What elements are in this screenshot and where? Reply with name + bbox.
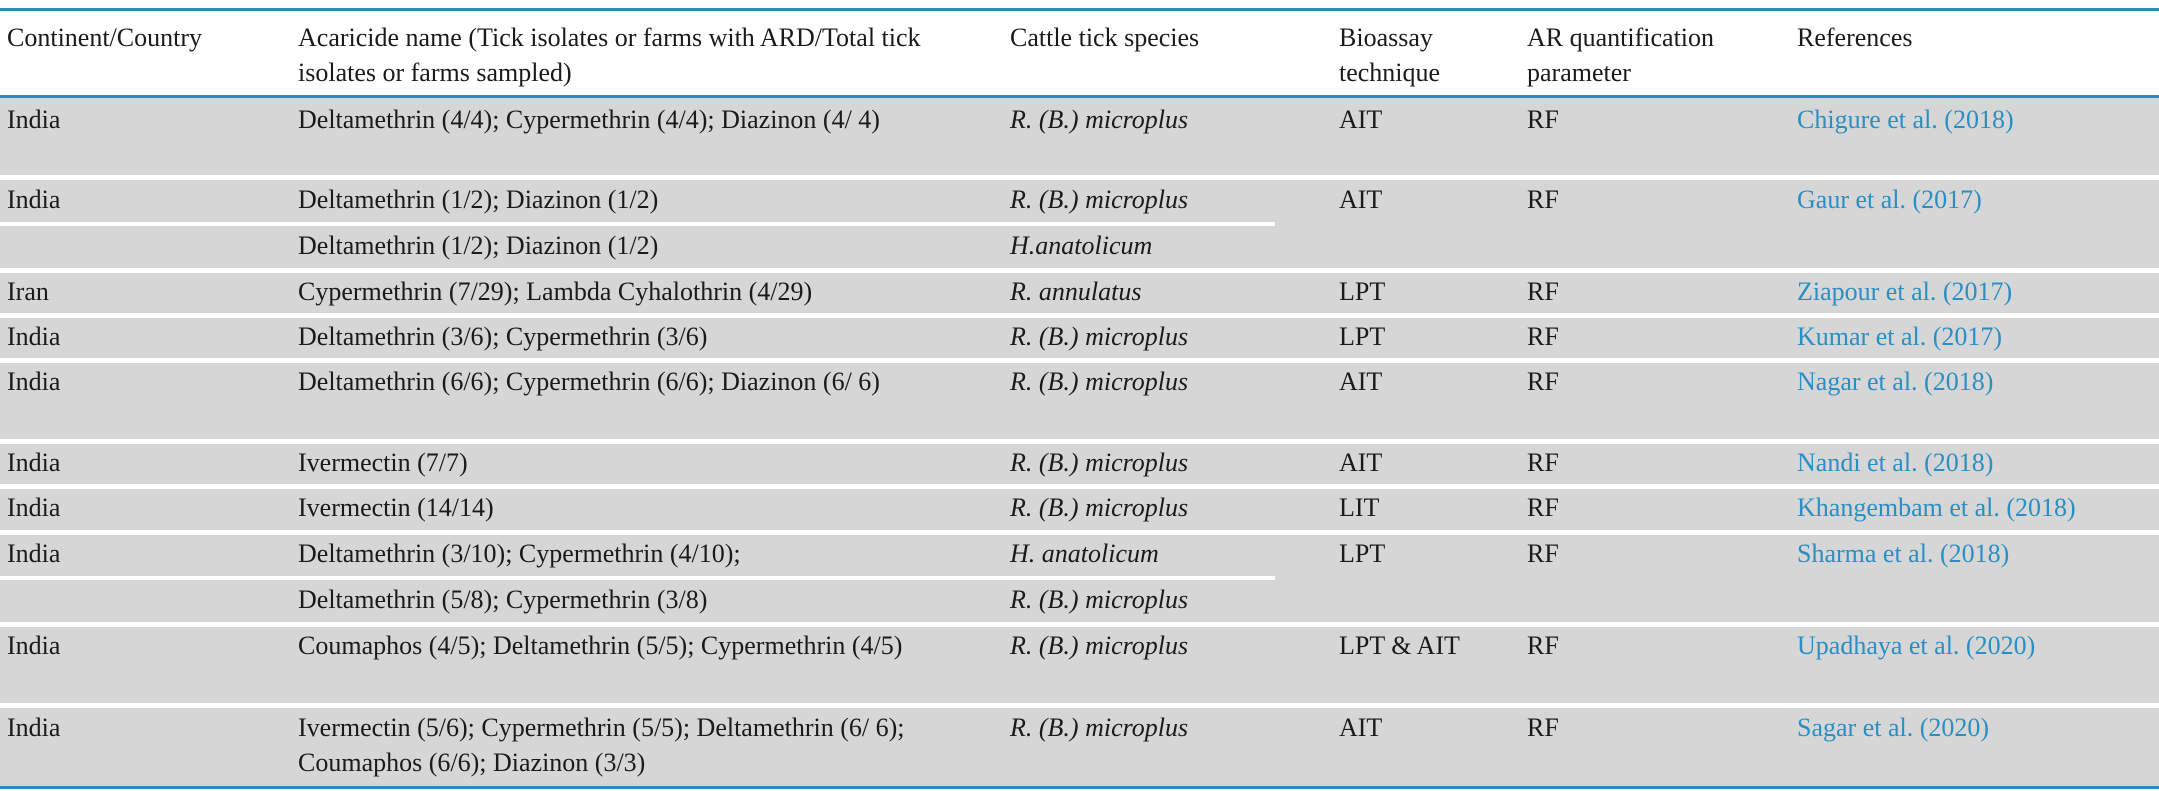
cell-species: R. (B.) microplus: [1010, 493, 1189, 522]
cell-species: R. (B.) microplus: [1010, 367, 1189, 396]
reference-link[interactable]: Gaur et al. (2017): [1797, 185, 1982, 214]
cell-ar-param: RF: [1527, 631, 1559, 660]
cell-acaricide: Cypermethrin (7/29); Lambda Cyhalothrin …: [298, 277, 813, 306]
header-continent: Continent/Country: [7, 23, 202, 52]
header-bioassay: Bioassay technique: [1339, 23, 1441, 87]
cell-country: Iran: [7, 277, 49, 306]
cell-acaricide: Ivermectin (14/14): [298, 493, 494, 522]
cell-ar-param: RF: [1527, 322, 1559, 351]
row-separator: [0, 439, 2159, 444]
row-separator: [0, 313, 2159, 318]
cell-bioassay: AIT: [1339, 713, 1383, 742]
cell-country: India: [7, 367, 61, 396]
table-bottom-rule: [0, 786, 2159, 789]
cell-species: R. (B.) microplus: [1010, 713, 1189, 742]
cell-bioassay: AIT: [1339, 448, 1383, 477]
row-separator: [0, 622, 2159, 627]
cell-ar-param: RF: [1527, 493, 1559, 522]
cell-country: India: [7, 631, 61, 660]
cell-acaricide: Deltamethrin (5/8); Cypermethrin (3/8): [298, 585, 708, 614]
cell-country: India: [7, 105, 61, 134]
cell-ar-param: RF: [1527, 367, 1559, 396]
row-separator: [0, 703, 2159, 708]
row-separator: [0, 175, 2159, 180]
cell-ar-param: RF: [1527, 448, 1559, 477]
cell-ar-param: RF: [1527, 539, 1559, 568]
cell-acaricide: Ivermectin (7/7): [298, 448, 468, 477]
cell-ar-param: RF: [1527, 277, 1559, 306]
cell-bioassay: LPT: [1339, 539, 1386, 568]
cell-country: India: [7, 322, 61, 351]
reference-link[interactable]: Kumar et al. (2017): [1797, 322, 2003, 351]
cell-bioassay: AIT: [1339, 105, 1383, 134]
table-top-rule: [0, 8, 2159, 11]
cell-country: India: [7, 493, 61, 522]
cell-ar-param: RF: [1527, 185, 1559, 214]
header-ar-param: AR quantification parameter: [1527, 23, 1715, 87]
row-separator: [0, 358, 2159, 363]
header-bottom-rule: [0, 95, 2159, 98]
reference-link[interactable]: Sharma et al. (2018): [1797, 539, 2010, 568]
row-separator: [0, 268, 2159, 273]
header-species: Cattle tick species: [1010, 23, 1200, 52]
cell-bioassay: AIT: [1339, 367, 1383, 396]
cell-ar-param: RF: [1527, 713, 1559, 742]
cell-species: R. (B.) microplus: [1010, 448, 1189, 477]
cell-acaricide: Deltamethrin (3/10); Cypermethrin (4/10)…: [298, 539, 741, 568]
reference-link[interactable]: Khangembam et al. (2018): [1797, 493, 2076, 522]
cell-species: H. anatolicum: [1010, 539, 1159, 568]
cell-country: India: [7, 539, 61, 568]
cell-bioassay: LIT: [1339, 493, 1380, 522]
header-references: References: [1797, 23, 1913, 52]
cell-country: India: [7, 448, 61, 477]
reference-link[interactable]: Ziapour et al. (2017): [1797, 277, 2013, 306]
cell-species: R. (B.) microplus: [1010, 322, 1189, 351]
row-separator: [0, 530, 2159, 535]
cell-acaricide: Deltamethrin (1/2); Diazinon (1/2): [298, 231, 659, 260]
cell-acaricide: Deltamethrin (3/6); Cypermethrin (3/6): [298, 322, 708, 351]
subrow-separator: [0, 222, 1275, 226]
cell-ar-param: RF: [1527, 105, 1559, 134]
cell-bioassay: AIT: [1339, 185, 1383, 214]
row-separator: [0, 484, 2159, 489]
cell-species: H.anatolicum: [1010, 231, 1153, 260]
reference-link[interactable]: Chigure et al. (2018): [1797, 105, 2014, 134]
cell-acaricide: Ivermectin (5/6); Cypermethrin (5/5); De…: [298, 713, 905, 777]
cell-bioassay: LPT: [1339, 277, 1386, 306]
cell-species: R. annulatus: [1010, 277, 1142, 306]
cell-country: India: [7, 185, 61, 214]
header-acaricide: Acaricide name (Tick isolates or farms w…: [298, 23, 921, 87]
reference-link[interactable]: Nandi et al. (2018): [1797, 448, 1994, 477]
reference-link[interactable]: Upadhaya et al. (2020): [1797, 631, 2036, 660]
cell-acaricide: Deltamethrin (6/6); Cypermethrin (6/6); …: [298, 367, 880, 396]
cell-species: R. (B.) microplus: [1010, 105, 1189, 134]
cell-bioassay: LPT & AIT: [1339, 631, 1460, 660]
cell-bioassay: LPT: [1339, 322, 1386, 351]
cell-acaricide: Coumaphos (4/5); Deltamethrin (5/5); Cyp…: [298, 631, 903, 660]
cell-country: India: [7, 713, 61, 742]
cell-acaricide: Deltamethrin (1/2); Diazinon (1/2): [298, 185, 659, 214]
reference-link[interactable]: Nagar et al. (2018): [1797, 367, 1994, 396]
cell-species: R. (B.) microplus: [1010, 631, 1189, 660]
cell-acaricide: Deltamethrin (4/4); Cypermethrin (4/4); …: [298, 105, 880, 134]
cell-species: R. (B.) microplus: [1010, 185, 1189, 214]
cell-species: R. (B.) microplus: [1010, 585, 1189, 614]
subrow-separator: [0, 576, 1275, 580]
reference-link[interactable]: Sagar et al. (2020): [1797, 713, 1990, 742]
